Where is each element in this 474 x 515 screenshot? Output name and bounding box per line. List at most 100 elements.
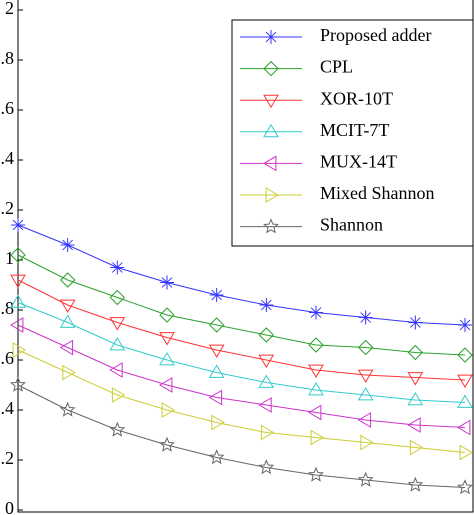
marker bbox=[457, 394, 473, 408]
marker bbox=[109, 362, 123, 378]
marker bbox=[258, 397, 272, 413]
marker bbox=[60, 238, 75, 252]
legend-label: XOR-10T bbox=[320, 88, 393, 108]
marker bbox=[360, 434, 374, 451]
marker bbox=[59, 314, 76, 328]
marker bbox=[209, 288, 224, 302]
series-line bbox=[17, 302, 466, 403]
legend-label: Mixed Shannon bbox=[320, 183, 435, 203]
y-tick-label: 1.8 bbox=[0, 48, 14, 68]
marker bbox=[308, 364, 324, 378]
marker bbox=[310, 429, 324, 446]
legend-label: MCIT-7T bbox=[320, 120, 389, 140]
marker bbox=[408, 315, 423, 330]
y-tick-label: 1 bbox=[5, 248, 14, 268]
series-line bbox=[17, 254, 466, 356]
marker bbox=[208, 344, 225, 358]
legend-label: Proposed adder bbox=[320, 25, 431, 45]
legend-marker bbox=[263, 60, 279, 77]
marker bbox=[308, 337, 324, 353]
marker bbox=[159, 352, 175, 366]
marker bbox=[110, 260, 125, 275]
marker bbox=[258, 374, 275, 388]
marker bbox=[109, 337, 126, 351]
marker bbox=[258, 354, 275, 368]
marker bbox=[109, 317, 126, 331]
series-line bbox=[17, 349, 466, 453]
marker bbox=[10, 247, 26, 263]
marker bbox=[458, 318, 472, 332]
legend-marker bbox=[263, 123, 279, 138]
marker bbox=[208, 364, 225, 378]
marker bbox=[109, 421, 126, 437]
marker bbox=[159, 377, 173, 393]
y-tick-label: 1.4 bbox=[0, 148, 14, 168]
marker bbox=[457, 347, 473, 363]
legend-marker bbox=[263, 218, 279, 234]
marker bbox=[308, 404, 322, 421]
marker bbox=[459, 444, 473, 461]
marker bbox=[12, 342, 26, 358]
marker bbox=[357, 339, 374, 356]
y-tick-label: 0.2 bbox=[0, 448, 14, 468]
marker bbox=[357, 412, 372, 428]
legend-marker bbox=[263, 155, 277, 172]
marker bbox=[211, 414, 225, 431]
marker bbox=[457, 479, 473, 495]
marker bbox=[59, 401, 76, 417]
marker bbox=[208, 389, 223, 406]
marker bbox=[208, 449, 225, 465]
legend-box bbox=[231, 19, 474, 247]
marker bbox=[258, 459, 275, 475]
marker bbox=[111, 387, 126, 403]
marker bbox=[59, 299, 76, 313]
marker bbox=[59, 339, 74, 356]
marker bbox=[407, 417, 421, 433]
marker bbox=[10, 376, 26, 392]
marker bbox=[159, 332, 175, 346]
marker bbox=[160, 275, 174, 290]
marker bbox=[10, 274, 26, 288]
marker bbox=[11, 218, 25, 232]
series-line bbox=[17, 324, 466, 428]
marker bbox=[358, 310, 373, 325]
marker bbox=[260, 424, 275, 441]
series-line bbox=[17, 224, 466, 326]
y-tick-label: 0.4 bbox=[0, 398, 14, 418]
y-tick-label: 2 bbox=[5, 0, 14, 18]
marker bbox=[407, 372, 424, 386]
legend-marker bbox=[263, 94, 279, 109]
series-line bbox=[17, 384, 466, 488]
marker bbox=[208, 317, 225, 333]
marker bbox=[10, 317, 24, 333]
legend-label: CPL bbox=[320, 57, 353, 77]
marker bbox=[409, 439, 424, 456]
marker bbox=[407, 392, 424, 406]
marker bbox=[357, 369, 374, 383]
y-tick-label: 1.2 bbox=[0, 198, 14, 218]
marker bbox=[161, 402, 175, 418]
marker bbox=[457, 374, 473, 388]
marker bbox=[407, 476, 424, 492]
marker bbox=[407, 344, 424, 361]
marker bbox=[259, 298, 274, 312]
marker bbox=[159, 307, 175, 323]
marker bbox=[109, 289, 126, 306]
legend-label: MUX-14T bbox=[320, 152, 397, 172]
marker bbox=[357, 471, 374, 487]
marker bbox=[258, 327, 275, 343]
legend-marker bbox=[264, 30, 278, 44]
marker bbox=[59, 272, 76, 288]
y-tick-label: 1.6 bbox=[0, 98, 14, 118]
y-tick-label: 0 bbox=[5, 498, 14, 515]
y-tick-label: 0.6 bbox=[0, 348, 14, 368]
marker bbox=[309, 305, 323, 320]
marker bbox=[10, 294, 26, 308]
marker bbox=[357, 387, 374, 401]
marker bbox=[159, 436, 175, 452]
legend-marker bbox=[265, 187, 279, 203]
marker bbox=[62, 364, 76, 381]
marker bbox=[308, 382, 324, 396]
marker bbox=[308, 466, 324, 482]
